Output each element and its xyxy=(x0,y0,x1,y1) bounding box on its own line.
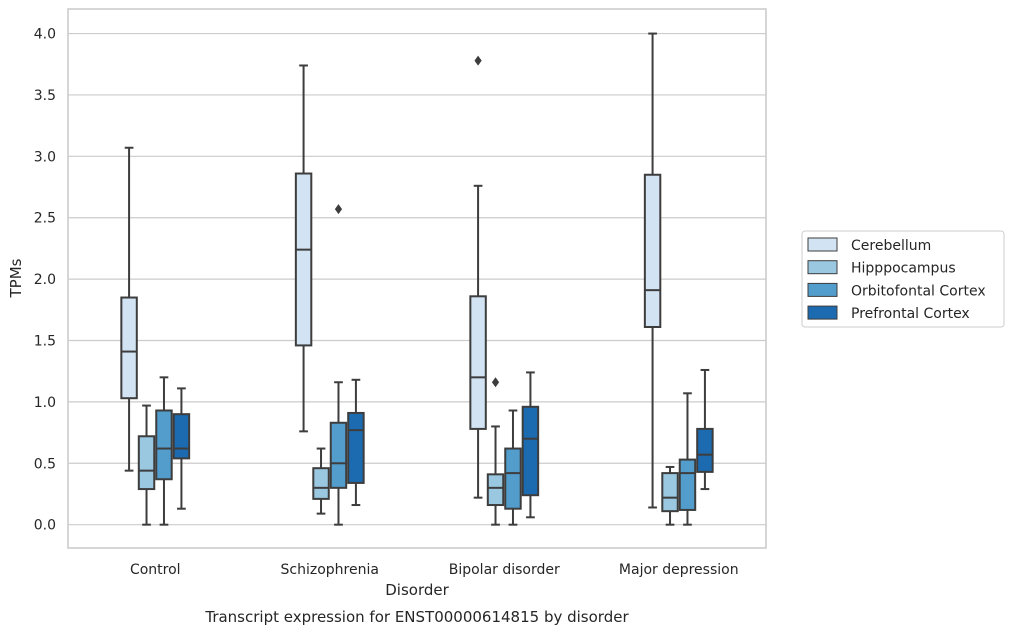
box-group xyxy=(643,32,662,509)
box-iqr xyxy=(120,296,138,400)
box-iqr xyxy=(678,458,697,511)
x-axis-label: Disorder xyxy=(385,581,449,599)
legend-label: Cerebellum xyxy=(851,238,931,254)
outlier-point xyxy=(474,55,482,66)
y-tick-label: 2.0 xyxy=(34,272,56,288)
legend-frame xyxy=(801,230,1005,328)
y-tick-label: 1.5 xyxy=(34,334,56,350)
y-tick-label: 4.0 xyxy=(34,27,56,43)
legend-label: Orbitofontal Cortex xyxy=(851,283,986,299)
box-group xyxy=(521,371,540,519)
box-layer xyxy=(120,32,714,526)
x-tick-label: Control xyxy=(130,562,181,578)
outlier-point xyxy=(334,204,343,215)
box-group xyxy=(172,387,191,510)
box-group xyxy=(312,447,330,515)
box-group xyxy=(155,376,173,526)
legend-label: Prefrontal Cortex xyxy=(851,306,970,322)
box-iqr xyxy=(504,447,522,510)
plot-frame xyxy=(67,8,767,549)
legend-swatch xyxy=(807,260,838,275)
box-iqr xyxy=(661,472,679,513)
y-tick-label: 3.5 xyxy=(34,88,56,104)
chart-title: Transcript expression for ENST0000061481… xyxy=(204,608,629,626)
outlier-point xyxy=(491,377,500,388)
box-group xyxy=(486,377,505,526)
box-group xyxy=(120,146,138,472)
y-tick-label: 3.0 xyxy=(34,149,56,165)
box-iqr xyxy=(329,421,348,489)
box-iqr xyxy=(521,405,540,497)
grid-layer xyxy=(68,32,766,526)
box-iqr xyxy=(294,172,313,347)
box-group xyxy=(678,392,697,526)
x-axis-ticks: Control Schizophrenia Bipolar disorder Majo… xyxy=(130,562,739,578)
legend: Cerebellum Hipppocampus Orbitofontal Corte… xyxy=(801,230,1005,328)
y-tick-label: 0.0 xyxy=(34,518,56,534)
box-iqr xyxy=(696,427,714,473)
x-tick-label: Schizophrenia xyxy=(281,562,379,578)
y-tick-label: 1.0 xyxy=(34,395,56,411)
legend-swatch xyxy=(807,305,838,320)
box-group xyxy=(661,465,679,526)
x-tick-label: Bipolar disorder xyxy=(449,562,560,578)
box-group xyxy=(347,378,365,507)
box-group xyxy=(294,64,313,433)
box-group xyxy=(469,55,487,499)
box-group xyxy=(504,409,522,526)
box-iqr xyxy=(137,435,156,491)
legend-swatch xyxy=(807,282,838,297)
box-group xyxy=(137,404,156,526)
legend-label: Hipppocampus xyxy=(851,261,956,277)
box-iqr xyxy=(347,411,365,484)
y-tick-label: 0.5 xyxy=(34,456,56,472)
y-axis-label: TPMs xyxy=(7,258,25,298)
legend-swatch xyxy=(807,237,838,252)
box-group xyxy=(329,204,348,526)
box-iqr xyxy=(155,409,173,481)
y-axis-ticks: 0.0 0.5 1.0 1.5 2.0 2.5 3.0 3.5 4.0 xyxy=(34,27,56,534)
box-iqr xyxy=(172,413,191,460)
box-iqr xyxy=(486,473,505,507)
box-iqr xyxy=(643,173,662,328)
x-tick-label: Major depression xyxy=(619,562,739,578)
y-tick-label: 2.5 xyxy=(34,211,56,227)
box-group xyxy=(696,368,714,491)
box-iqr xyxy=(469,295,487,430)
box-iqr xyxy=(312,467,330,500)
